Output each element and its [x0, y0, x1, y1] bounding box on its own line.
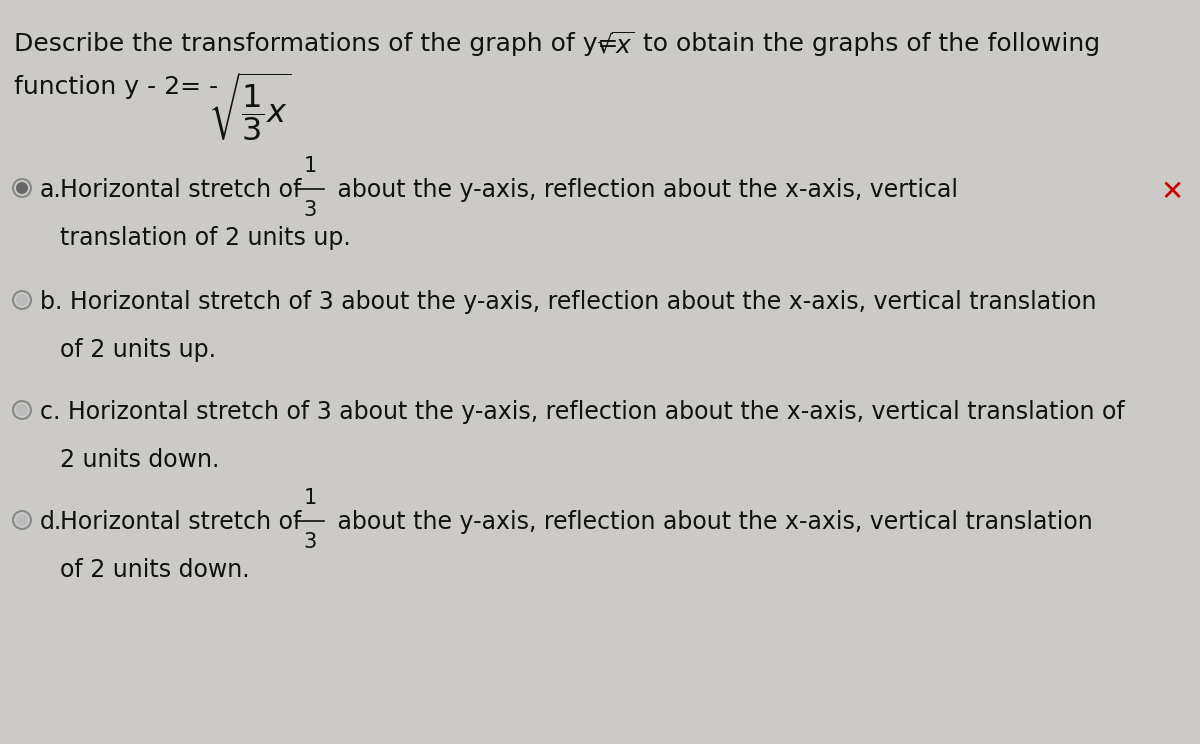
Circle shape — [16, 182, 28, 194]
Text: c. Horizontal stretch of 3 about the y-axis, reflection about the x-axis, vertic: c. Horizontal stretch of 3 about the y-a… — [40, 400, 1124, 424]
Text: to obtain the graphs of the following: to obtain the graphs of the following — [635, 32, 1100, 56]
Text: about the y-axis, reflection about the x-axis, vertical: about the y-axis, reflection about the x… — [330, 178, 958, 202]
Text: $\sqrt{\dfrac{1}{3}x}$: $\sqrt{\dfrac{1}{3}x}$ — [208, 71, 292, 144]
Circle shape — [16, 514, 28, 526]
Text: of 2 units up.: of 2 units up. — [60, 338, 216, 362]
Circle shape — [16, 294, 28, 306]
Text: ✕: ✕ — [1160, 178, 1183, 206]
Text: 3: 3 — [304, 200, 317, 220]
Circle shape — [16, 404, 28, 416]
Text: translation of 2 units up.: translation of 2 units up. — [60, 226, 350, 250]
Text: Horizontal stretch of: Horizontal stretch of — [60, 178, 301, 202]
Text: of 2 units down.: of 2 units down. — [60, 558, 250, 582]
Text: 1: 1 — [304, 488, 317, 508]
Text: Horizontal stretch of: Horizontal stretch of — [60, 510, 301, 534]
Text: d.: d. — [40, 510, 62, 534]
Text: Describe the transformations of the graph of y=: Describe the transformations of the grap… — [14, 32, 618, 56]
Text: 1: 1 — [304, 156, 317, 176]
Text: function y - 2= -: function y - 2= - — [14, 75, 218, 99]
Text: 2 units down.: 2 units down. — [60, 448, 220, 472]
Text: $\sqrt{x}$: $\sqrt{x}$ — [596, 32, 635, 59]
Text: 3: 3 — [304, 532, 317, 552]
Text: b. Horizontal stretch of 3 about the y-axis, reflection about the x-axis, vertic: b. Horizontal stretch of 3 about the y-a… — [40, 290, 1097, 314]
Text: a.: a. — [40, 178, 61, 202]
Text: about the y-axis, reflection about the x-axis, vertical translation: about the y-axis, reflection about the x… — [330, 510, 1093, 534]
